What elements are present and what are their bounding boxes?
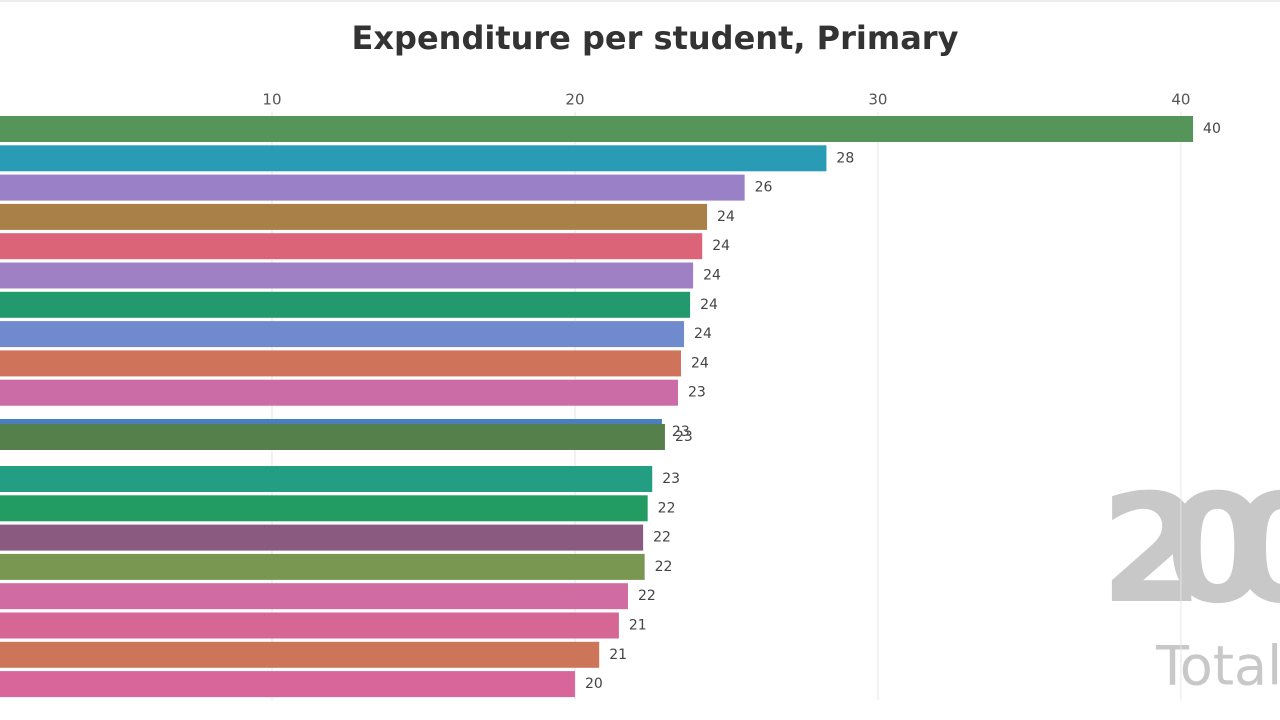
value-label: 23 [662,471,680,487]
value-label: 40 [1203,121,1221,137]
bar [0,495,648,522]
bar [0,145,827,172]
value-label: 26 [755,180,773,196]
value-label: 23 [688,385,706,401]
value-label: 24 [717,209,735,225]
value-label: 24 [703,268,721,284]
total-label: Total [1155,635,1280,698]
value-label: 24 [700,297,718,313]
value-label: 23 [672,424,690,440]
value-label: 24 [712,238,730,254]
bar [0,671,575,698]
bar [0,466,653,492]
bar [0,424,665,450]
value-label: 21 [629,618,647,634]
bar [0,291,691,318]
chart-title: Expenditure per student, Primary [352,19,959,57]
bar [0,350,682,377]
value-label: 20 [585,676,603,692]
value-label: 22 [658,500,676,516]
value-label: 23 [675,429,693,445]
value-label: 22 [655,559,673,575]
bar [0,116,1194,142]
bar [0,203,708,230]
bar [0,262,694,289]
bar [0,379,678,406]
bar [0,553,645,580]
bar [0,233,703,260]
bar [0,321,685,348]
x-tick-label: 40 [1171,91,1190,109]
bar [0,174,745,201]
x-tick-label: 30 [868,91,887,109]
value-label: 24 [694,326,712,342]
value-label: 22 [653,530,671,546]
period-label: 200 [1100,463,1280,637]
bar [0,641,600,668]
x-tick-label: 20 [565,91,584,109]
value-label: 28 [836,150,854,166]
value-label: 21 [609,647,627,663]
bar [0,583,628,610]
x-tick-label: 10 [262,91,281,109]
bar [0,524,644,551]
value-label: 22 [638,588,656,604]
bar [0,612,619,639]
value-label: 24 [691,355,709,371]
